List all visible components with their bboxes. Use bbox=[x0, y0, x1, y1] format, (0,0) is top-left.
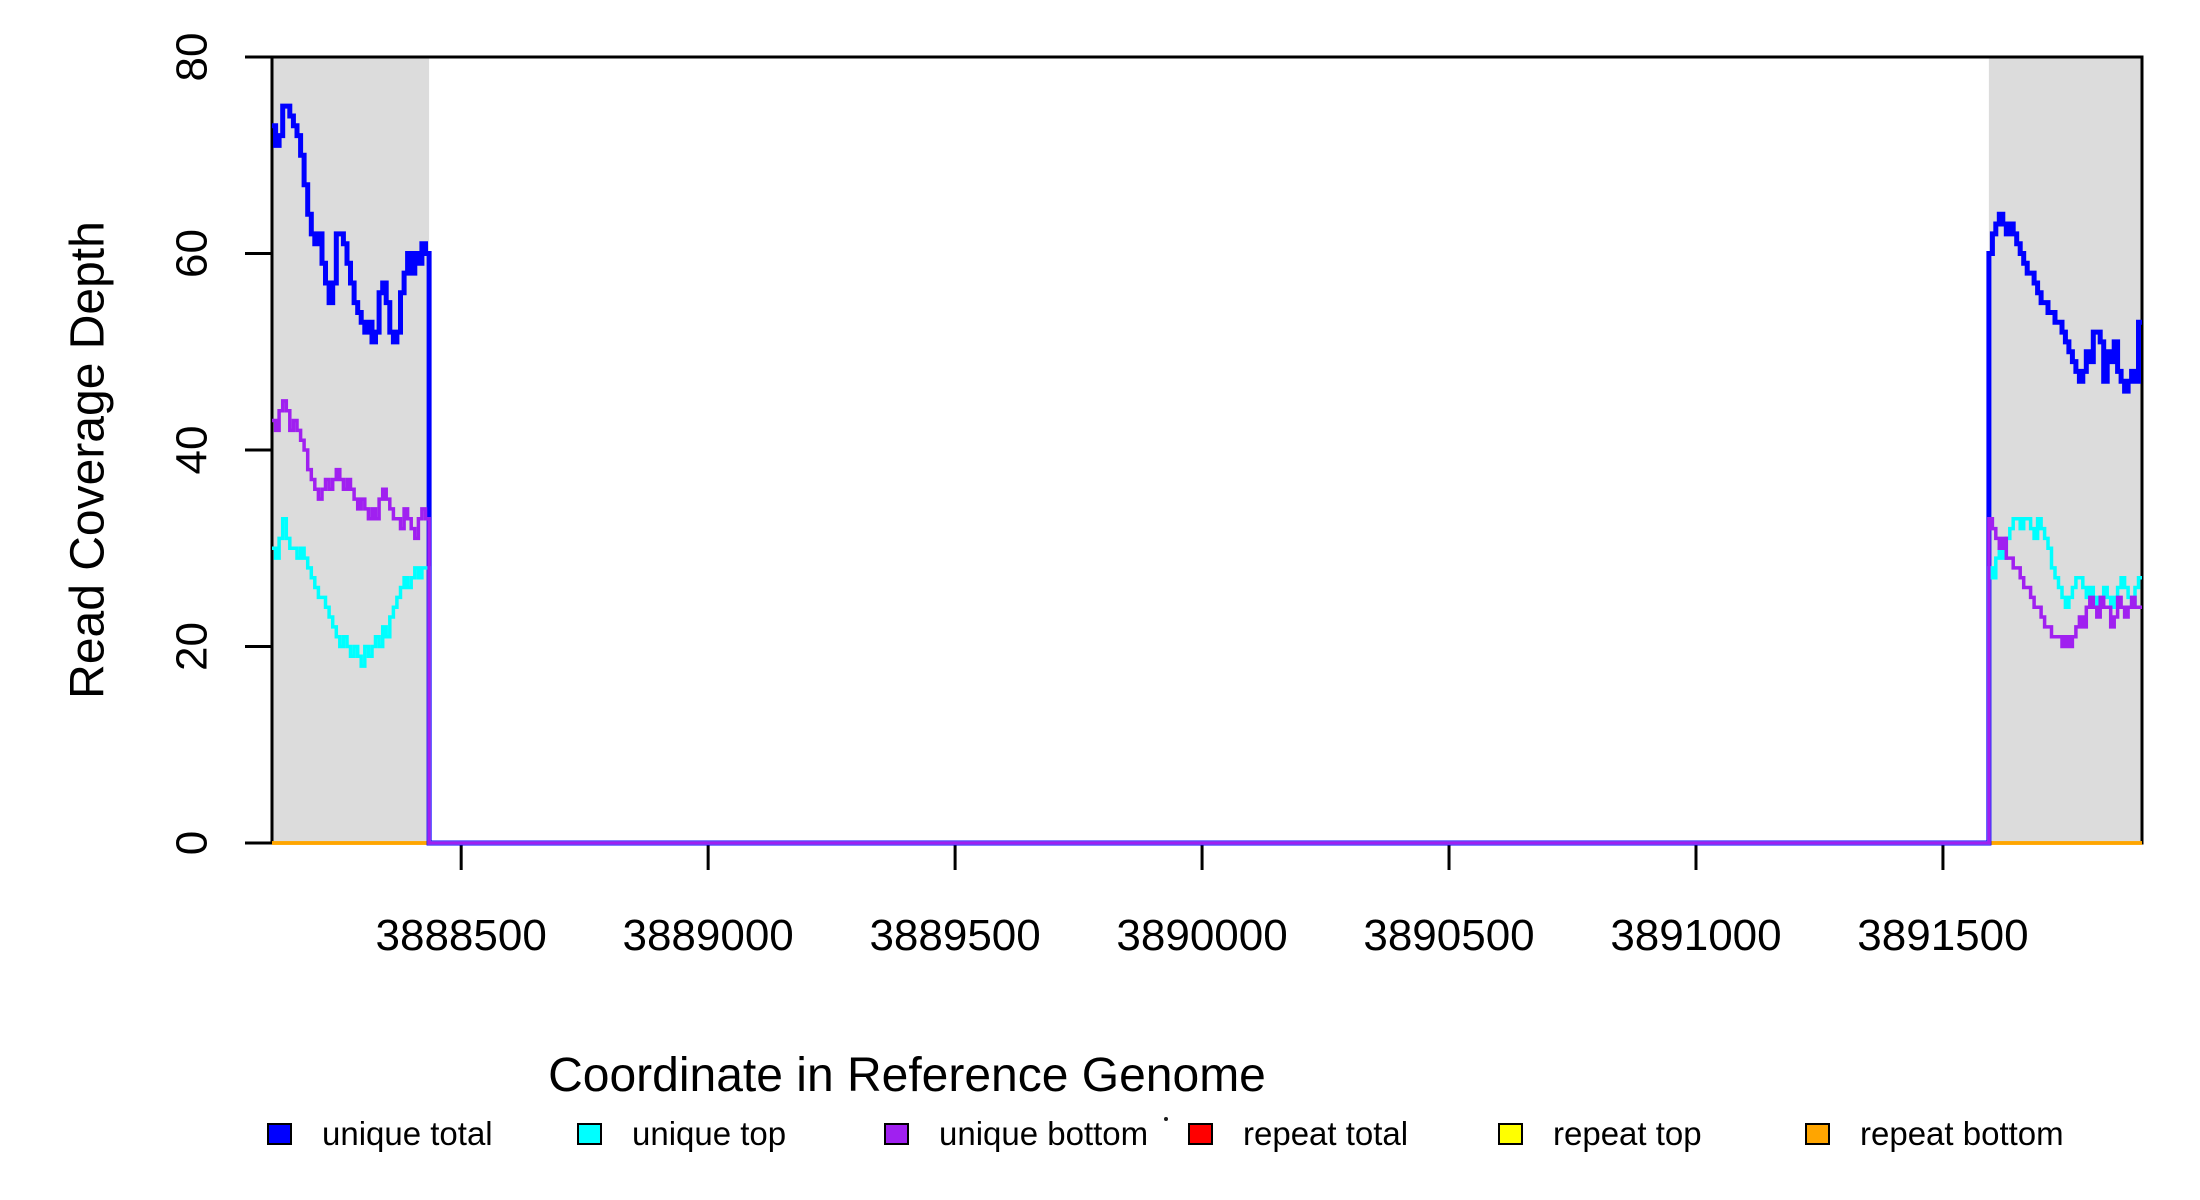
y-tick-label: 20 bbox=[168, 622, 217, 671]
legend-label-unique-top: unique top bbox=[632, 1115, 787, 1152]
unique-top-swatch bbox=[577, 1123, 602, 1145]
x-axis-title: Coordinate in Reference Genome bbox=[0, 1048, 2114, 1103]
legend-item-repeat-bottom: repeat bottom bbox=[1805, 1115, 2064, 1152]
y-tick-label: 40 bbox=[168, 426, 217, 475]
legend-item-unique-bottom: unique bottom bbox=[884, 1115, 1148, 1152]
unique-bottom-swatch bbox=[884, 1123, 909, 1145]
legend-item-unique-top: unique top bbox=[577, 1115, 786, 1152]
repeat-top-swatch bbox=[1498, 1123, 1523, 1145]
legend-label-repeat-bottom: repeat bottom bbox=[1860, 1115, 2064, 1152]
series-unique-top bbox=[272, 517, 2142, 845]
shaded-region bbox=[272, 57, 430, 843]
stray-dot bbox=[1164, 1117, 1168, 1121]
x-tick-label: 3890000 bbox=[1116, 911, 1287, 960]
x-tick-label: 3890500 bbox=[1363, 911, 1534, 960]
x-tick-label: 3889500 bbox=[869, 911, 1040, 960]
legend-label-repeat-total: repeat total bbox=[1243, 1115, 1409, 1152]
legend-label-unique-total: unique total bbox=[322, 1115, 493, 1152]
y-axis-title: Read Coverage Depth bbox=[61, 221, 115, 699]
x-tick-label: 3891000 bbox=[1610, 911, 1781, 960]
legend-label-unique-bottom: unique bottom bbox=[939, 1115, 1149, 1152]
y-tick-label: 60 bbox=[168, 229, 217, 278]
y-tick-label: 80 bbox=[168, 33, 217, 82]
plot-box bbox=[270, 55, 2144, 845]
legend-item-repeat-total: repeat total bbox=[1188, 1115, 1408, 1152]
legend-item-repeat-top: repeat top bbox=[1498, 1115, 1702, 1152]
legend-label-repeat-top: repeat top bbox=[1553, 1115, 1702, 1152]
repeat-bottom-swatch bbox=[1805, 1123, 1830, 1145]
series-unique-total bbox=[272, 103, 2142, 846]
legend-item-unique-total: unique total bbox=[267, 1115, 493, 1152]
repeat-total-swatch bbox=[1188, 1123, 1213, 1145]
series-unique-bottom bbox=[272, 399, 2142, 845]
unique-total-swatch bbox=[267, 1123, 292, 1145]
shaded-region bbox=[1988, 57, 2142, 843]
y-tick-label: 0 bbox=[168, 831, 217, 855]
x-axis-title-text: Coordinate in Reference Genome bbox=[548, 1049, 1266, 1102]
x-tick-label: 3891500 bbox=[1857, 911, 2028, 960]
x-tick-label: 3889000 bbox=[622, 911, 793, 960]
x-tick-label: 3888500 bbox=[376, 911, 547, 960]
